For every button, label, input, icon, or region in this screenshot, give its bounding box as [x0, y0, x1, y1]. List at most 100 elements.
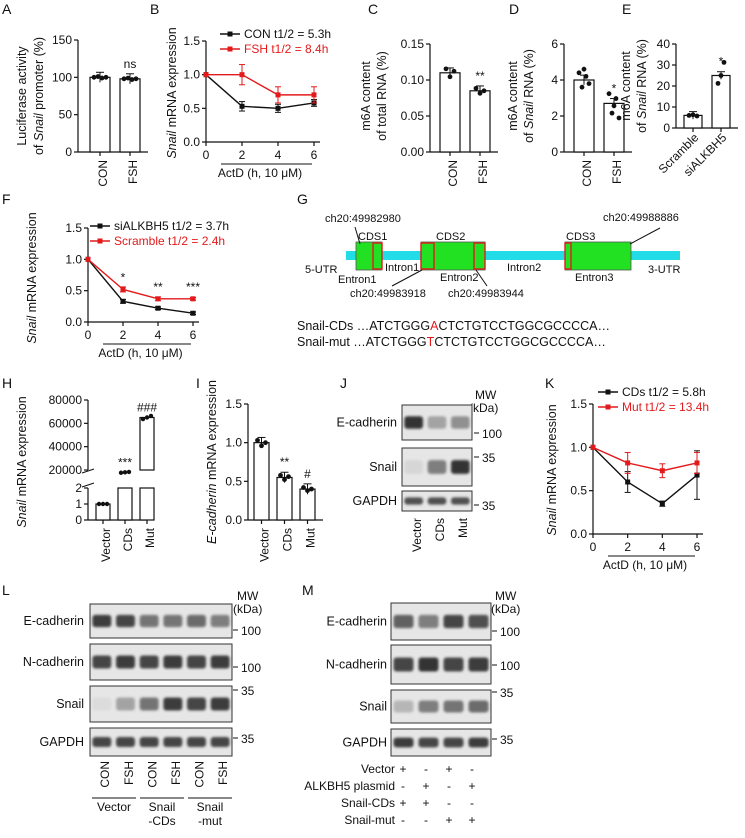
coordinate-label: ch20:49983918 — [350, 288, 426, 300]
mw-label: 35 — [482, 499, 496, 513]
condition-sign: - — [401, 779, 405, 793]
x-tick-label: 0 — [590, 540, 597, 554]
x-tick-label: 4 — [275, 148, 282, 162]
bar-chart-C: 0.00 0.05 0.10 0.15 CON FSH ** — [401, 37, 498, 187]
series-marker — [190, 310, 196, 316]
series-line — [206, 73, 314, 96]
x-tick-label: FSH — [476, 160, 490, 184]
data-point — [255, 437, 260, 443]
mw-label: 100 — [482, 427, 502, 441]
axis-title-part: of — [32, 141, 46, 155]
coordinate-pointer — [391, 269, 423, 287]
data-point — [104, 501, 110, 507]
series-marker — [275, 105, 281, 111]
legend-name: Scramble — [114, 234, 168, 248]
data-point — [96, 501, 102, 507]
mw-unit: (kDa) — [491, 602, 520, 616]
sequence-mut: Snail-mut …ATCTGGGTCTCTGTCCTGGCGCCCCA… — [297, 335, 606, 349]
bar-chart-A: 0 50 100 150 CON FSH ns — [52, 33, 148, 187]
y-tick-label: 60000 — [49, 416, 83, 430]
data-point — [443, 66, 449, 72]
blot-band — [210, 736, 230, 748]
data-point — [121, 76, 127, 82]
condition-sign: + — [445, 813, 452, 827]
x-tick-label: CON — [580, 160, 594, 187]
data-point — [611, 103, 617, 109]
legend-entry: siALKBH5 t1/2 = 3.7h — [114, 219, 229, 233]
sequence-part: A — [430, 319, 439, 333]
axis-title-part: mRNA expression — [205, 380, 219, 484]
blot-band — [187, 614, 206, 628]
cds-label: CDS1 — [358, 231, 387, 243]
mw-header: MW — [475, 388, 497, 402]
x-axis-title: ActD (h, 10 μM) — [98, 346, 182, 360]
y-tick-label: 0.0 — [570, 527, 587, 541]
blot-band — [451, 497, 470, 505]
axis-title-part: mRNA expression — [545, 404, 559, 508]
axis-title: m6A content — [619, 51, 633, 121]
data-point — [609, 110, 615, 116]
series-line — [87, 258, 194, 314]
y-tick-label: 0.00 — [401, 145, 425, 159]
mw-label: 35 — [500, 733, 514, 747]
significance-label: * — [121, 270, 126, 284]
blot-band — [210, 614, 230, 628]
y-tick-label: 10 — [657, 100, 671, 114]
legend-swatch-marker — [227, 31, 233, 37]
legend-halflife: t1/2 = 13.4h — [645, 400, 709, 414]
blot-band — [418, 657, 439, 672]
mw-label: 100 — [500, 625, 520, 639]
condition-sign: - — [447, 779, 451, 793]
legend-entry: CON t1/2 = 5.3h — [244, 27, 331, 41]
blot-band — [92, 614, 112, 628]
y-tick-label: 0.5 — [183, 101, 200, 115]
series-marker — [120, 298, 126, 304]
blot-band — [163, 736, 183, 748]
blot-band — [393, 614, 414, 629]
y-tick-label: 30 — [657, 58, 671, 72]
axis-title: of Snail promoter (%) — [32, 37, 46, 155]
cds-marker — [372, 242, 383, 270]
western-blot-J: MW(kDa) E-cadherin 100 Snail 35 GAPDH 35 Vector… — [337, 388, 503, 552]
data-point — [613, 96, 619, 101]
data-point — [100, 501, 106, 507]
condition-sign: + — [445, 762, 452, 776]
blot-band — [404, 460, 423, 474]
axis-title: Luciferase activity — [15, 46, 29, 146]
x-tick-label: CON — [446, 160, 460, 187]
x-tick-label: CON — [96, 160, 110, 187]
lane-label: FSH — [216, 761, 230, 785]
blot-band — [187, 655, 206, 669]
axis-title-part: Snail — [15, 499, 29, 528]
data-point — [91, 74, 97, 80]
x-tick-label: 4 — [155, 328, 162, 342]
data-point — [721, 59, 727, 65]
y-tick-label: 0 — [663, 121, 670, 135]
blot-row-label: Snail — [359, 700, 387, 714]
coordinate-pointer — [629, 227, 661, 245]
condition-sign: + — [468, 813, 475, 827]
panel-label-H: H — [2, 375, 12, 391]
data-point — [581, 66, 587, 72]
series-marker — [190, 296, 196, 302]
line-chart-F: 0.0 0.5 1.0 1.5 0 2 4 6 ActD (h, 10 μM) siALKBH5 … — [65, 219, 229, 360]
axis-title-part: m6A content — [359, 61, 373, 131]
axis-title-part: Snail — [522, 100, 536, 129]
blot-row-label: E-cadherin — [337, 416, 397, 430]
x-tick-label: Mut — [304, 527, 318, 548]
blot-band — [393, 657, 414, 672]
coordinate-label: ch20:49988886 — [603, 212, 679, 224]
x-tick-label: 6 — [190, 328, 197, 342]
data-point — [126, 469, 132, 475]
series-marker — [85, 256, 91, 262]
blot-band — [116, 697, 135, 711]
significance-label: ** — [475, 69, 485, 83]
y-tick-label: 1.5 — [65, 221, 82, 235]
region-label: Entron1 — [338, 274, 377, 286]
sequence-part: T — [427, 335, 435, 349]
series-marker — [239, 72, 245, 78]
y-tick-label: 0 — [65, 145, 72, 159]
axis-title-part: of — [522, 129, 536, 143]
series-marker — [311, 92, 317, 98]
data-point — [579, 84, 585, 90]
